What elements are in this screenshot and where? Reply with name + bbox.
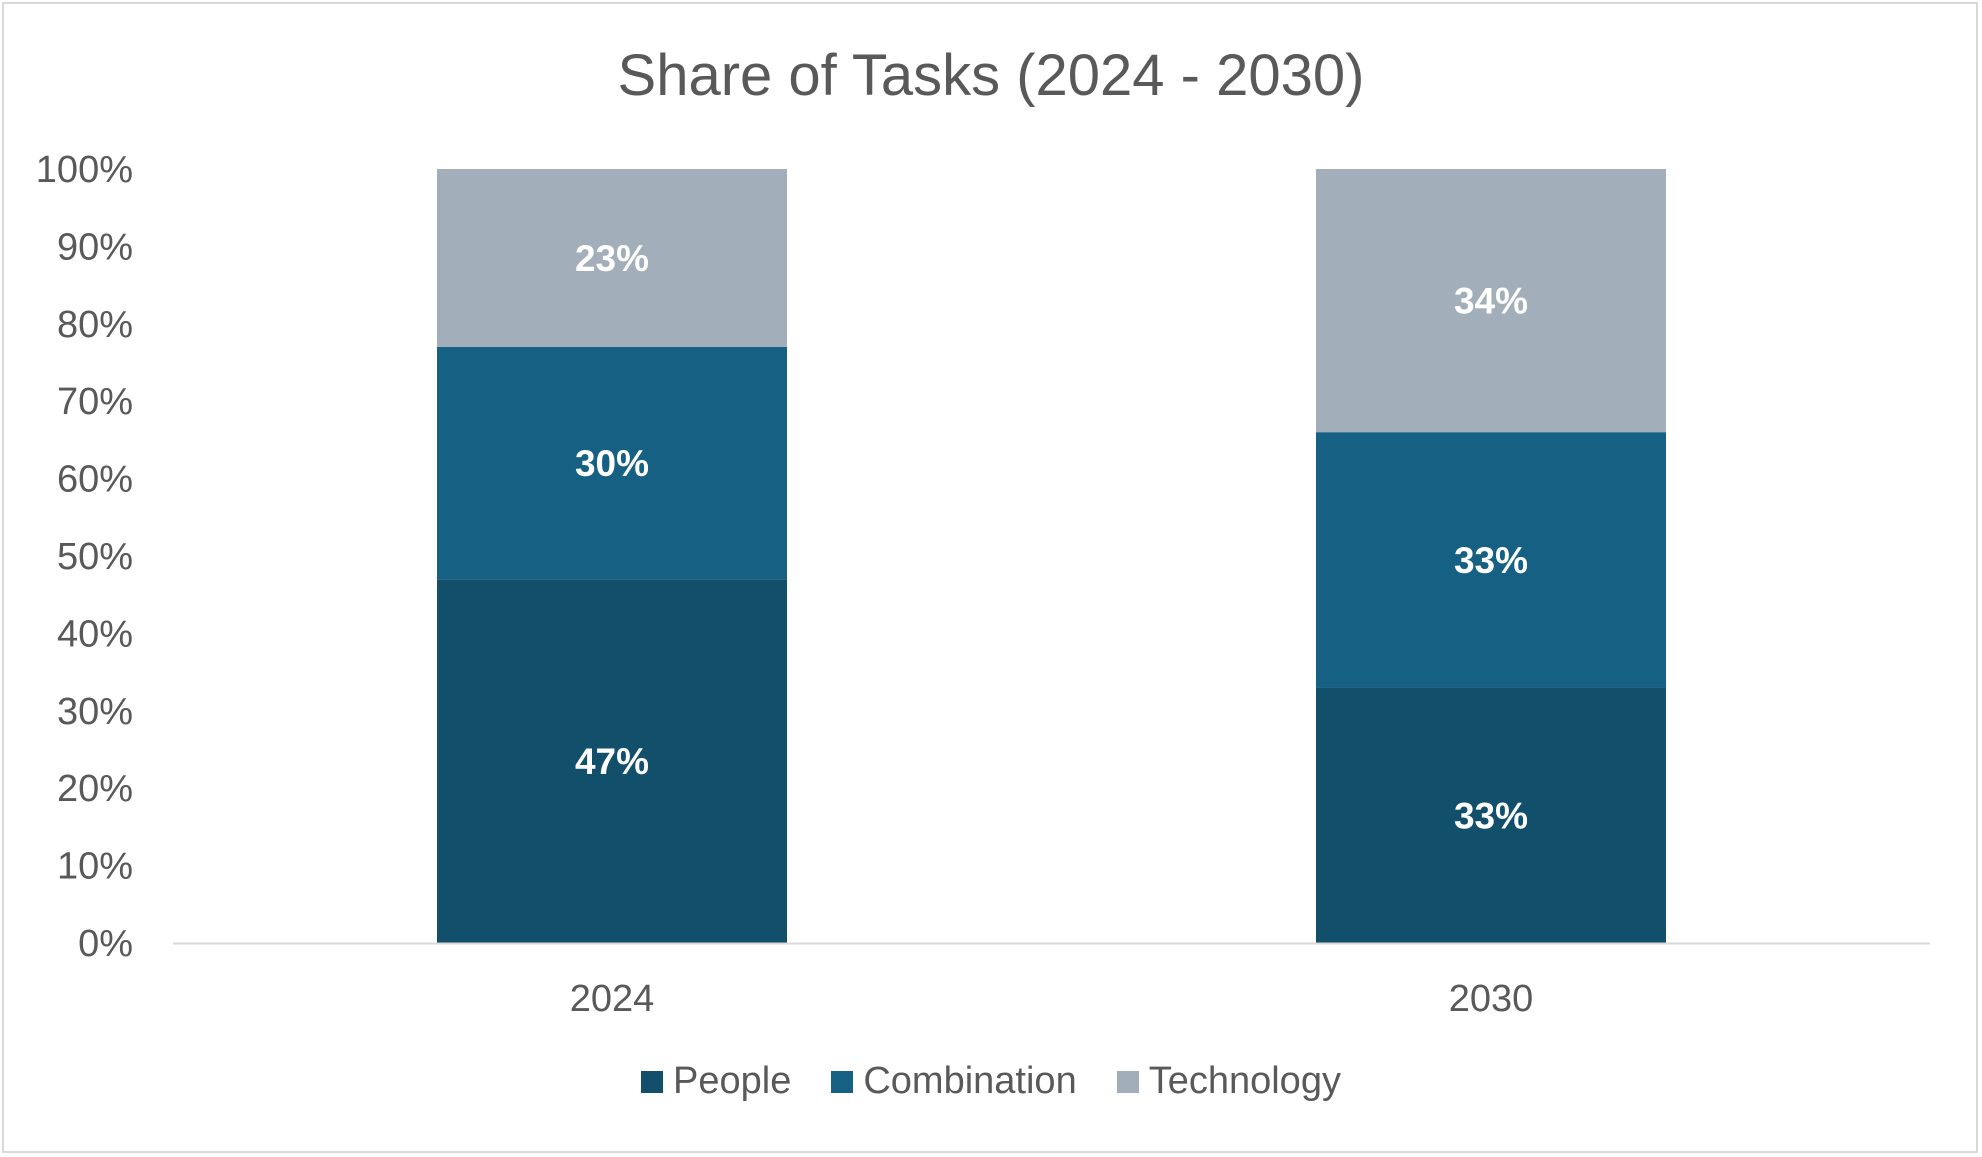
bar-combination-2030 [1316, 432, 1666, 688]
bar-technology-2030 [1316, 169, 1666, 433]
legend-item-combination: Combination [831, 1060, 1077, 1103]
x-tick-label: 2024 [570, 978, 655, 1020]
data-label: 34% [1454, 281, 1528, 322]
data-label: 33% [1454, 540, 1528, 581]
bar-people-2024 [437, 579, 787, 943]
y-tick-label: 60% [57, 459, 133, 501]
y-tick-label: 30% [57, 691, 133, 733]
chart-title: Share of Tasks (2024 - 2030) [617, 43, 1365, 108]
legend-label: Combination [863, 1060, 1077, 1102]
legend: People Combination Technology [0, 1060, 1982, 1103]
bar-technology-2024 [437, 169, 787, 348]
y-tick-label: 0% [78, 923, 133, 965]
y-tick-label: 100% [36, 149, 133, 191]
data-label: 23% [575, 238, 649, 279]
legend-item-people: People [641, 1060, 791, 1103]
legend-swatch [641, 1070, 664, 1093]
x-tick-label: 2030 [1449, 978, 1534, 1020]
data-label: 47% [575, 741, 649, 782]
y-tick-label: 40% [57, 613, 133, 655]
data-label: 33% [1454, 795, 1528, 836]
y-tick-label: 90% [57, 226, 133, 268]
y-tick-label: 20% [57, 768, 133, 810]
data-label: 30% [575, 443, 649, 484]
legend-swatch [831, 1070, 854, 1093]
legend-swatch [1116, 1070, 1139, 1093]
legend-item-technology: Technology [1116, 1060, 1341, 1103]
y-tick-label: 70% [57, 381, 133, 423]
y-tick-label: 80% [57, 304, 133, 346]
bar-combination-2024 [437, 347, 787, 580]
bar-people-2030 [1316, 687, 1666, 943]
y-tick-label: 50% [57, 536, 133, 578]
y-tick-label: 10% [57, 846, 133, 888]
legend-label: People [673, 1060, 792, 1102]
legend-label: Technology [1148, 1060, 1341, 1102]
